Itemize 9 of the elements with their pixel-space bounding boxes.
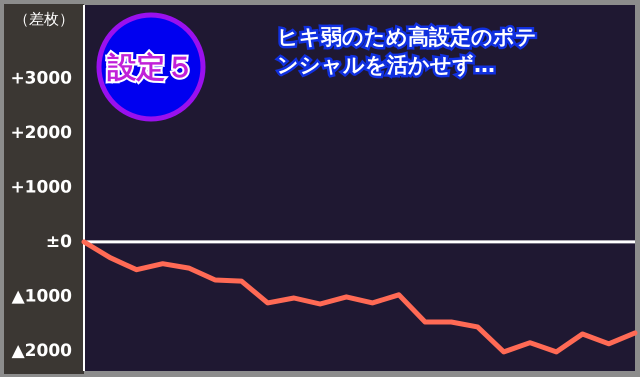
y-axis-title: （差枚） [14, 10, 74, 28]
y-tick-label: +1000 [10, 177, 72, 198]
y-tick-label: +2000 [10, 122, 72, 143]
y-tick-label: ▲1000 [12, 286, 72, 306]
y-tick-label: ▲2000 [12, 340, 72, 361]
annotation: ヒキ弱のため高設定のポテンシャルを活かせず… [277, 25, 537, 77]
y-tick-label: +3000 [10, 68, 72, 89]
annotation: 設定５ [106, 50, 194, 84]
y-tick-label: ±0 [46, 232, 72, 252]
